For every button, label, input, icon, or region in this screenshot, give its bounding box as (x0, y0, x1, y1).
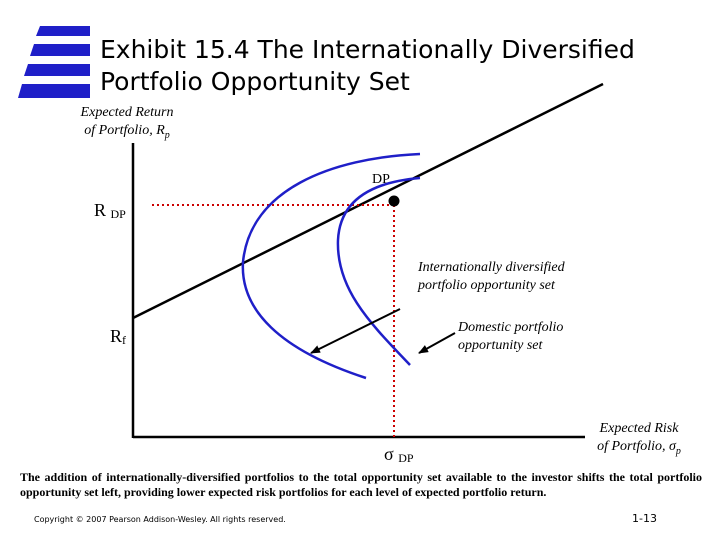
sigma-dp-label: σ DP (384, 444, 414, 465)
x-axis-label-line-1: Expected Risk (599, 421, 679, 436)
rdp-label: R DP (94, 200, 126, 221)
x-axis-label: Expected Risk of Portfolio, σp (584, 420, 694, 461)
y-axis-label-line-2: of Portfolio, Rp (84, 123, 170, 141)
domestic-frontier-curve (336, 176, 421, 366)
domestic-opportunity-set-label: Domestic portfolio opportunity set (458, 320, 564, 353)
title-line-1: Exhibit 15.4 The Internationally Diversi… (100, 35, 635, 64)
dp-point-label: DP (372, 172, 390, 187)
page-number: 1-13 (632, 512, 657, 525)
domestic-arrow (418, 332, 456, 354)
dp-point-marker (388, 195, 400, 207)
y-axis-label: Expected Return of Portfolio, Rp (72, 104, 182, 145)
rf-label: Rf (110, 326, 127, 347)
caption-text: The addition of internationally-diversif… (20, 470, 702, 499)
copyright-text: Copyright © 2007 Pearson Addison-Wesley.… (34, 515, 286, 524)
intl-arrow (310, 308, 401, 354)
international-frontier-curve (241, 152, 421, 380)
y-axis-label-line-1: Expected Return (80, 105, 174, 120)
intl-opportunity-set-label: Internationally diversified portfolio op… (418, 260, 565, 293)
x-axis-label-line-2: of Portfolio, σp (597, 439, 681, 457)
page-title: Exhibit 15.4 The Internationally Diversi… (100, 34, 700, 98)
capital-market-line (132, 82, 604, 320)
title-line-2: Portfolio Opportunity Set (100, 67, 410, 96)
logo-stripes-icon (18, 26, 90, 98)
